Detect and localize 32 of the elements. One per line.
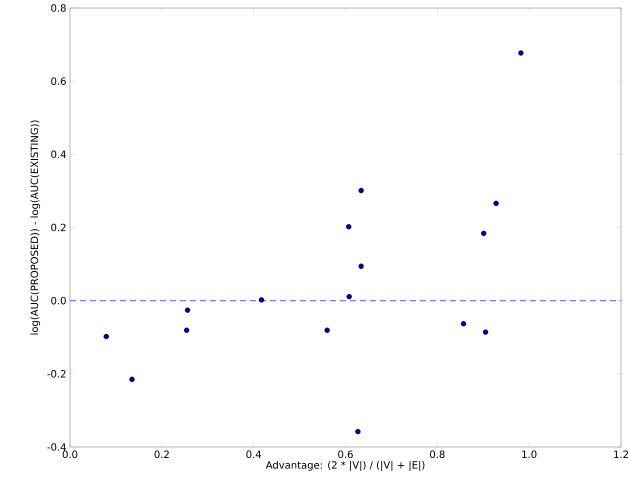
y-tick-label: 0.6: [51, 77, 66, 85]
point: [482, 329, 488, 335]
x-tick-label: 1.2: [614, 450, 628, 458]
x-tick-label: 0.8: [430, 450, 445, 458]
point: [129, 376, 135, 382]
x-tick-label: 0.4: [246, 450, 262, 458]
y-tick-label: 0.4: [51, 150, 66, 158]
y-tick-label: -0.4: [47, 443, 66, 451]
point: [184, 307, 190, 313]
x-tick-label: 0.2: [154, 450, 169, 458]
point: [493, 200, 499, 206]
y-tick-label: 0.8: [51, 4, 66, 12]
x-tick-label: 0.0: [62, 450, 78, 458]
y-tick-label: 0.2: [51, 224, 66, 232]
y-tick-label: 0.0: [51, 296, 66, 304]
x-tick-label: 0.6: [338, 450, 353, 458]
point: [358, 264, 364, 269]
point: [184, 328, 190, 333]
point: [355, 428, 361, 434]
point: [104, 334, 109, 340]
point: [346, 294, 352, 300]
point: [258, 297, 264, 303]
x-axis-title: Advantage: (2 * |V|) / (|V| + |E|): [266, 460, 424, 471]
y-tick-label: -0.2: [47, 370, 66, 378]
point: [346, 224, 352, 230]
point: [358, 188, 364, 194]
point: [460, 321, 466, 326]
y-axis-title: log(AUC(PROPOSED)) - log(AUC(EXISTING)): [30, 120, 40, 334]
x-tick-label: 1.0: [522, 450, 536, 458]
point: [324, 328, 330, 333]
point: [481, 230, 486, 236]
point: [518, 50, 524, 56]
